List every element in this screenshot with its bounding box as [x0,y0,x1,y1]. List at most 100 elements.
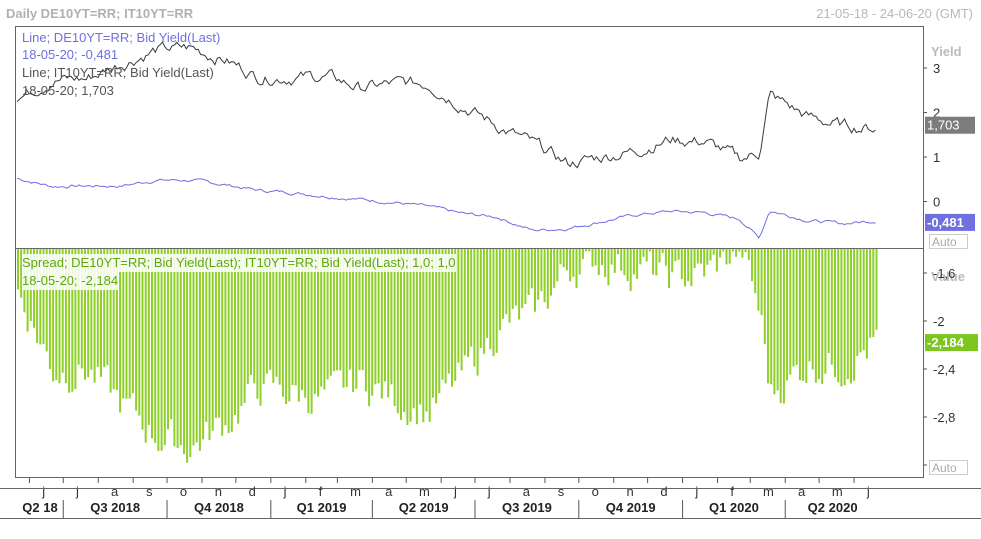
spread-bar [467,249,469,357]
spread-bar [824,249,827,374]
spread-bar [125,249,128,399]
spread-bar [64,249,67,384]
spread-bar [859,249,862,353]
spread-bar [476,249,479,376]
spread-bar [26,249,29,332]
spread-bar [192,249,195,446]
month-label: m [350,484,361,499]
spread-bar [754,249,757,294]
spread-bar [208,249,211,440]
quarter-label: Q4 2018 [194,500,244,515]
spread-bar [492,249,495,357]
spread-bar [122,249,125,399]
spread-bar [463,249,466,356]
spread-bar [431,249,434,398]
spread-bar [52,249,55,382]
spread-bar [176,249,179,448]
spread-bar [875,249,878,330]
spread-bar [846,249,849,380]
spread-bar [779,249,782,404]
de-last-badge [925,213,975,231]
spread-bar [409,249,412,422]
spread-bar [802,249,805,381]
spread-bar [425,249,428,412]
spread-bar [428,249,431,422]
month-label: o [592,484,599,499]
month-label: s [146,484,153,499]
spread-bar [58,249,61,384]
spread-bar [502,249,505,319]
legend-it-name: Line; IT10YT=RR; Bid Yield(Last) [22,65,214,80]
spread-bar [173,249,176,447]
spread-bar [336,249,339,371]
spread-bar [243,249,246,403]
legend-de-value: 18-05-20; -0,481 [22,47,119,62]
spread-last-value: -2,184 [927,335,965,350]
upper-y-axis-label: Yield [931,44,962,59]
spread-bar [741,249,744,258]
spread-bar [447,249,450,374]
spread-bar [738,249,741,252]
spread-bar [154,249,157,443]
spread-bar [451,249,453,387]
chart-header: Daily DE10YT=RR; IT10YT=RR 21-05-18 - 24… [0,0,981,28]
spread-bar [396,249,399,414]
spread-bar [419,249,422,405]
spread-bar [690,249,693,287]
spread-bar [811,249,814,370]
spread-bar [581,249,584,260]
spread-bar [782,249,785,404]
lower-y-tick-label: -2,8 [933,410,955,425]
month-label: j [694,484,698,499]
spread-bar [747,249,750,260]
month-label: j [487,484,491,499]
spread-bar [489,249,492,350]
chart-title: Daily DE10YT=RR; IT10YT=RR [6,6,194,21]
spread-bar [403,249,406,413]
spread-bar [368,249,371,407]
legend-spread-name: Spread; DE10YT=RR; Bid Yield(Last); IT10… [22,254,456,272]
spread-bar [632,249,635,275]
spread-bar [198,249,201,451]
spread-bar [700,249,702,264]
spread-bar [843,249,846,386]
spread-bar [103,249,106,368]
spread-bar [652,249,655,275]
spread-bar [530,249,533,289]
month-label: j [453,484,457,499]
spread-bar [93,249,96,383]
spread-bar [795,249,798,365]
month-label: a [111,484,119,499]
spread-bar [348,249,351,370]
quarter-label: Q2 2019 [399,500,449,515]
spread-bar [620,249,623,271]
spread-bar [696,249,699,264]
spread-bar [269,249,272,370]
lower-y-tick-label: -1,6 [933,266,955,281]
spread-bar [371,249,374,396]
month-label: f [319,484,323,499]
spread-bar [240,249,243,406]
spread-bar [757,249,760,311]
spread-bar [160,249,163,451]
spread-bar [55,249,58,381]
spread-bar [412,249,415,409]
spread-bar [202,249,205,440]
spread-bar [339,249,342,371]
spread-bar [671,249,674,273]
spread-bar [805,249,808,383]
spread-bar [588,249,591,252]
spread-bar [454,249,457,381]
spread-bar [195,249,198,443]
month-label: j [75,484,79,499]
month-label: m [419,484,430,499]
lower-y-tick-label: -2,4 [933,362,955,377]
spread-bar [840,249,843,387]
spread-bar [479,249,482,348]
upper-y-tick-label: 0 [933,195,940,210]
spread-bar [342,249,345,388]
spread-bar [575,249,578,288]
spread-bar [594,249,597,266]
spread-bar [230,249,233,432]
spread-bar [569,249,572,282]
